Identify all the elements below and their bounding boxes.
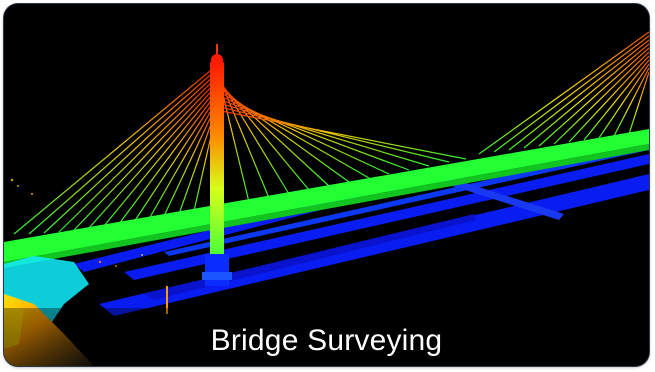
image-card: Bridge Surveying xyxy=(4,4,649,366)
bridge-point-cloud-image xyxy=(4,4,649,366)
image-caption: Bridge Surveying xyxy=(210,324,443,357)
scatter-points xyxy=(10,178,143,267)
left-cable-fan xyxy=(13,65,467,235)
caption-bar: Bridge Surveying xyxy=(4,308,649,366)
right-cable-fan xyxy=(478,31,649,155)
main-deck xyxy=(4,129,649,262)
main-tower xyxy=(202,44,232,286)
